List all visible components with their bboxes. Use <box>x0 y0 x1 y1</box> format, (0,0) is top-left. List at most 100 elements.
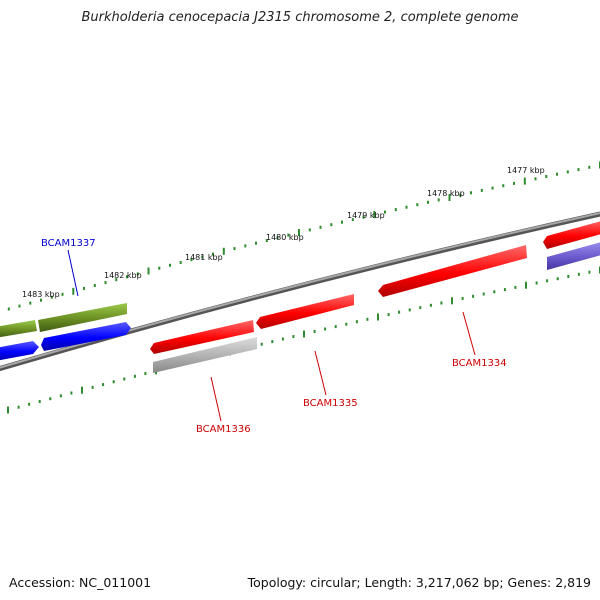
inner-scale-minor-tick <box>91 385 94 389</box>
outer-scale-minor-tick <box>255 241 257 245</box>
scale-label-1483: 1483 kbp <box>22 290 60 299</box>
callout-line-bcam1336 <box>210 376 222 422</box>
outer-scale-minor-tick <box>190 258 193 262</box>
gene-blue-1[interactable] <box>0 341 39 361</box>
outer-scale-minor-tick <box>93 284 96 287</box>
outer-scale-minor-tick <box>104 281 107 285</box>
inner-scale-major-tick <box>525 281 527 289</box>
chromosome-backbone-highlight <box>0 212 600 369</box>
inner-scale-minor-tick <box>588 270 591 274</box>
outer-scale-major-tick <box>448 194 451 201</box>
scale-label-1480: 1480 kbp <box>266 233 304 242</box>
inner-scale-minor-tick <box>419 306 422 310</box>
outer-scale-minor-tick <box>545 175 548 178</box>
outer-scale-ticks <box>7 161 600 311</box>
outer-scale-minor-tick <box>513 181 515 185</box>
inner-scale-minor-tick <box>102 383 105 387</box>
gene-label-bcam1334[interactable]: BCAM1334 <box>452 358 507 369</box>
inner-scale-minor-tick <box>334 325 337 329</box>
outer-scale-minor-tick <box>394 208 397 212</box>
outer-scale-major-tick <box>523 177 526 185</box>
gene-red-right[interactable] <box>543 220 600 249</box>
inner-scale-minor-tick <box>70 391 73 395</box>
outer-scale-minor-tick <box>534 177 537 181</box>
outer-scale-minor-tick <box>341 220 343 224</box>
outer-scale-minor-tick <box>427 200 429 204</box>
outer-scale-minor-tick <box>588 165 591 169</box>
outer-scale-minor-tick <box>126 275 128 279</box>
outer-scale-minor-tick <box>136 272 139 276</box>
callout-line-bcam1337 <box>67 249 79 297</box>
outer-scale-minor-tick <box>287 233 290 237</box>
gene-label-bcam1336[interactable]: BCAM1336 <box>196 424 251 435</box>
outer-scale-minor-tick <box>276 236 279 240</box>
inner-scale-minor-tick <box>281 337 284 341</box>
scale-label-1477: 1477 kbp <box>507 166 545 175</box>
outer-scale-minor-tick <box>233 247 236 251</box>
outer-scale-minor-tick <box>7 307 10 311</box>
inner-scale-minor-tick <box>577 272 580 276</box>
inner-scale-minor-tick <box>355 320 358 324</box>
inner-scale-major-tick <box>377 313 379 321</box>
outer-scale-major-tick <box>222 247 225 255</box>
inner-scale-minor-tick <box>49 397 52 401</box>
gene-red-bcam1334[interactable] <box>378 245 527 297</box>
inner-scale-minor-tick <box>429 303 432 307</box>
inner-scale-major-tick <box>303 330 305 338</box>
outer-scale-major-tick <box>298 229 300 236</box>
gene-label-bcam1335[interactable]: BCAM1335 <box>303 398 358 409</box>
outer-scale-minor-tick <box>169 263 171 267</box>
gene-label-bcam1337[interactable]: BCAM1337 <box>41 238 96 249</box>
inner-scale-minor-tick <box>133 374 136 378</box>
outer-scale-major-tick <box>72 287 75 295</box>
gene-red-bcam1335[interactable] <box>256 294 354 329</box>
outer-scale-minor-tick <box>480 188 483 192</box>
inner-scale-minor-tick <box>271 340 274 344</box>
scale-label-1478: 1478 kbp <box>427 189 465 198</box>
outer-scale-major-tick <box>147 267 150 275</box>
inner-scale-minor-tick <box>514 285 517 289</box>
outer-scale-minor-tick <box>115 278 118 282</box>
inner-scale-minor-tick <box>482 292 485 296</box>
inner-scale-minor-tick <box>440 301 443 305</box>
scale-label-1481: 1481 kbp <box>185 253 223 262</box>
outer-scale-minor-tick <box>265 239 268 242</box>
inner-scale-minor-tick <box>366 317 369 321</box>
inner-scale-minor-tick <box>123 377 126 381</box>
inner-scale-minor-tick <box>472 294 475 298</box>
inner-scale-minor-tick <box>313 330 316 333</box>
gene-red-bcam1336[interactable] <box>150 320 254 354</box>
outer-scale-minor-tick <box>416 203 419 207</box>
inner-scale-major-tick <box>451 297 453 305</box>
inner-scale-minor-tick <box>17 405 20 409</box>
outer-scale-minor-tick <box>351 218 354 222</box>
inner-scale-minor-tick <box>408 308 411 312</box>
inner-scale-minor-tick <box>144 372 147 375</box>
inner-scale-minor-tick <box>461 297 464 300</box>
outer-scale-minor-tick <box>319 225 322 229</box>
gene-olive-bcam1337[interactable] <box>38 303 127 332</box>
gene-slateblue-right[interactable] <box>547 241 600 270</box>
outer-scale-minor-tick <box>405 205 408 209</box>
outer-scale-minor-tick <box>330 223 333 227</box>
outer-scale-minor-tick <box>556 172 558 176</box>
map-title: Burkholderia cenocepacia J2315 chromosom… <box>81 10 519 25</box>
gene-olive-1[interactable] <box>0 320 37 338</box>
outer-scale-minor-tick <box>459 193 462 197</box>
inner-scale-minor-tick <box>292 335 295 338</box>
outer-scale-minor-tick <box>158 266 161 270</box>
gene-blue-2[interactable] <box>41 322 131 351</box>
inner-scale-major-tick <box>7 406 9 414</box>
inner-scale-minor-tick <box>345 322 348 326</box>
outer-scale-minor-tick <box>566 170 569 174</box>
gene-gray-1[interactable] <box>153 337 257 373</box>
outer-scale-minor-tick <box>212 252 214 256</box>
inner-scale-minor-tick <box>324 327 327 331</box>
scale-label-1482: 1482 kbp <box>104 271 142 280</box>
inner-scale-minor-tick <box>503 288 506 292</box>
inner-scale-major-tick <box>81 386 83 394</box>
outer-scale-minor-tick <box>83 286 85 290</box>
outer-scale-minor-tick <box>362 215 365 219</box>
